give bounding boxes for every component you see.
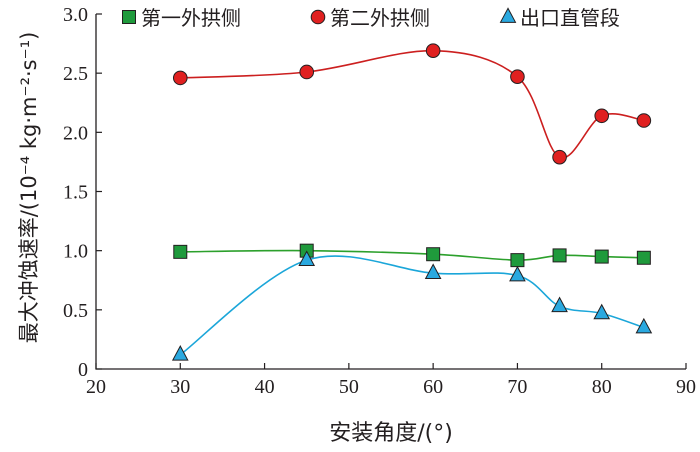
y-axis-title: 最大冲蚀速率/(10⁻⁴ kg·m⁻²·s⁻¹) <box>17 32 41 344</box>
data-point <box>551 296 568 313</box>
data-point <box>510 253 525 268</box>
y-tick-label: 2.5 <box>63 63 88 85</box>
data-point <box>299 64 315 80</box>
legend-item-2: 出口直管段 <box>499 6 620 30</box>
y-tick-label: 3.0 <box>63 4 88 26</box>
y-tick-label: 2.0 <box>63 122 88 144</box>
data-point <box>594 249 609 264</box>
data-point <box>593 303 611 320</box>
y-tick-label: 0.5 <box>63 300 88 322</box>
data-point <box>424 263 442 279</box>
data-point <box>594 108 610 124</box>
x-tick-label: 20 <box>86 376 106 398</box>
data-point <box>552 248 567 263</box>
legend-label: 第二外拱侧 <box>330 6 430 30</box>
y-tick-label: 1.5 <box>63 182 88 204</box>
data-point <box>635 317 653 334</box>
series-line <box>180 249 644 261</box>
data-point <box>172 70 188 86</box>
legend-label: 出口直管段 <box>520 6 620 30</box>
data-point <box>426 247 441 262</box>
data-point <box>298 250 316 266</box>
data-point <box>636 113 652 128</box>
legend-item-0: 第一外拱侧 <box>122 6 241 30</box>
y-tick-label: 0 <box>78 359 88 381</box>
legend-marker <box>310 9 326 25</box>
x-tick-label: 40 <box>255 376 275 398</box>
x-tick-label: 90 <box>676 376 696 398</box>
data-point <box>510 69 525 85</box>
chart-series <box>171 43 653 361</box>
chart-legend: 第一外拱侧 第二外拱侧 出口直管段 <box>122 6 620 30</box>
y-tick-label: 1.0 <box>63 241 88 263</box>
data-point <box>173 244 188 259</box>
legend-item-1: 第二外拱侧 <box>310 6 430 30</box>
series-1 <box>172 43 652 165</box>
x-tick-label: 60 <box>423 376 443 398</box>
data-point <box>509 265 526 282</box>
x-axis-title: 安装角度/(°) <box>329 421 453 446</box>
data-point <box>171 345 189 361</box>
chart-axes: 20 30 40 50 60 70 80 90 0 0.5 1.0 1.5 2.0 2.5 3.0 <box>63 4 696 398</box>
legend-label: 第一外拱侧 <box>141 6 241 30</box>
legend-marker <box>499 7 517 23</box>
data-point <box>425 43 441 58</box>
x-tick-label: 70 <box>507 376 527 398</box>
series-line <box>179 255 645 356</box>
x-tick-label: 30 <box>170 376 190 398</box>
x-tick-label: 50 <box>339 376 359 398</box>
series-line <box>180 49 645 159</box>
data-point <box>636 250 651 265</box>
legend-marker <box>122 10 136 24</box>
data-point <box>552 149 567 165</box>
series-2 <box>171 250 653 361</box>
series-0 <box>173 243 651 268</box>
x-tick-label: 80 <box>592 376 612 398</box>
